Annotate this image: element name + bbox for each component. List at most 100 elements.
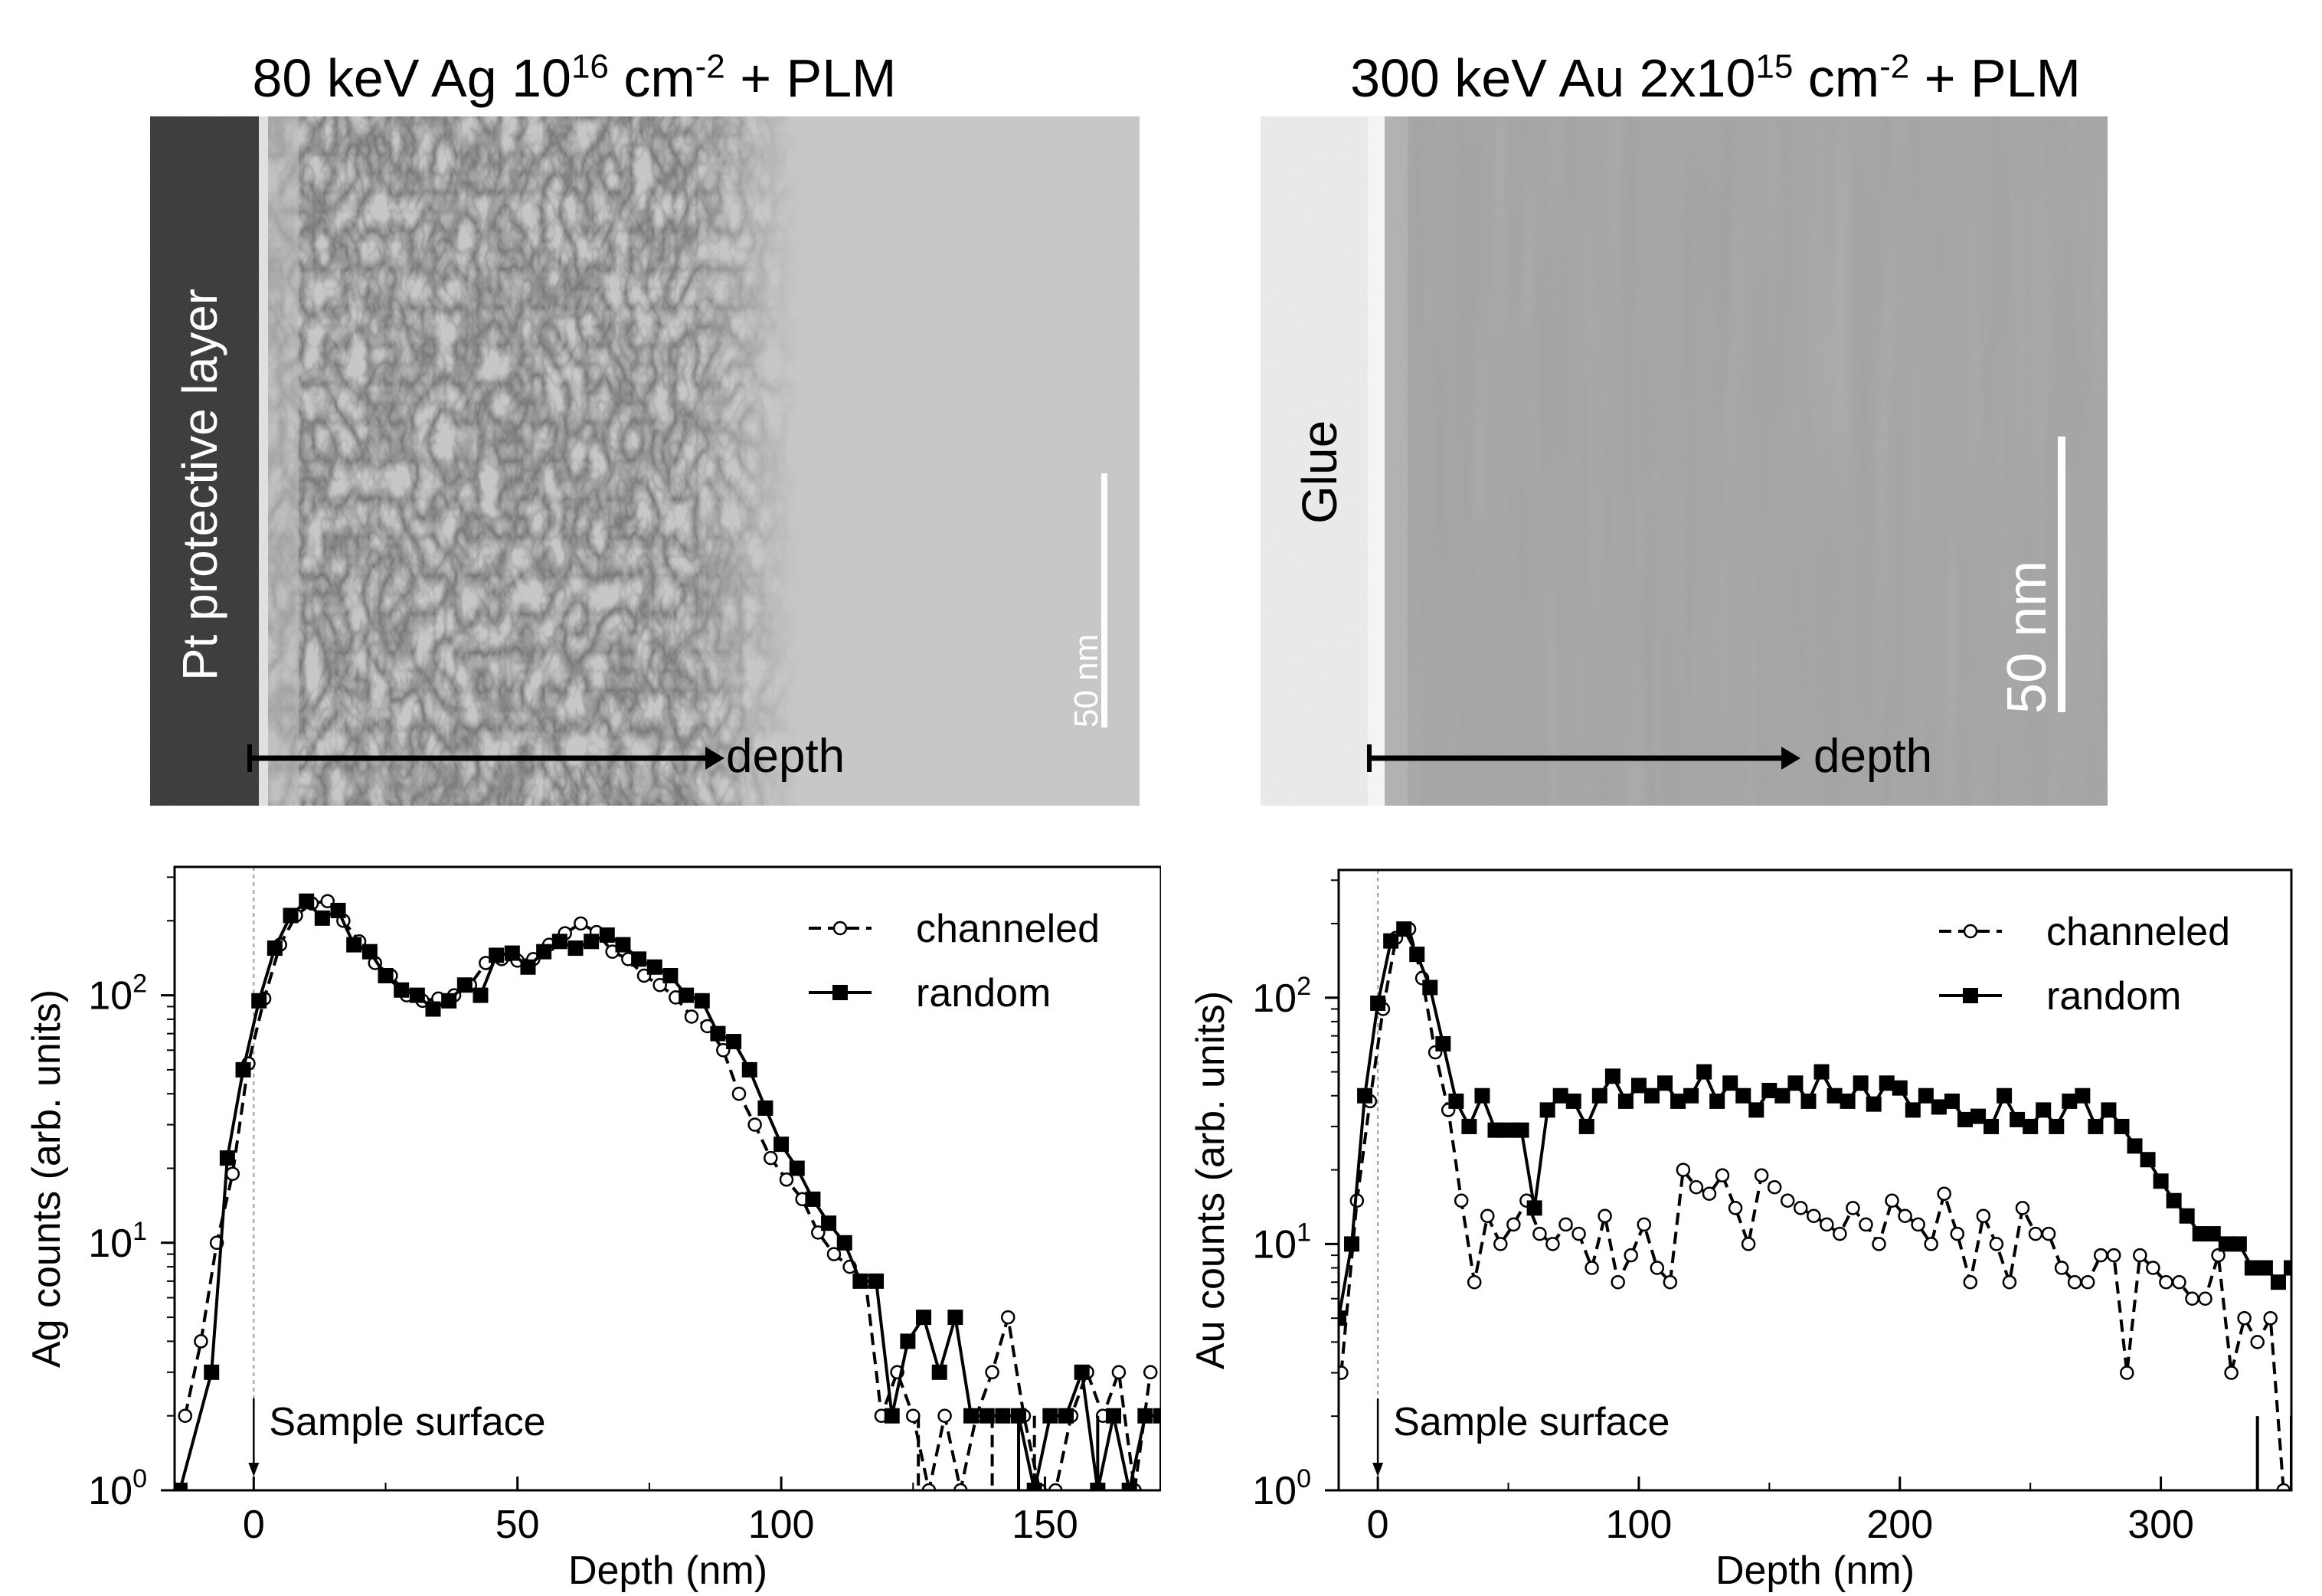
au-channeled-point xyxy=(1846,1201,1860,1215)
left-tem-micrograph: Pt protective layer 50 nm depth xyxy=(150,116,1140,806)
ag-random-point xyxy=(283,908,299,924)
au-random-point xyxy=(1435,1035,1451,1051)
au-channeled-point xyxy=(1598,1208,1612,1223)
au-random-point xyxy=(2153,1173,2169,1189)
ag-random-point xyxy=(409,987,425,1003)
ag-channeled-point xyxy=(574,916,588,931)
au-channeled-point xyxy=(2250,1335,2265,1349)
ag-plot-frame xyxy=(173,865,1161,1492)
ag-random-point xyxy=(1106,1408,1122,1424)
au-channeled-point xyxy=(2080,1274,2095,1290)
ag-y-tick-label: 102 xyxy=(88,970,147,1019)
au-x-axis-title: Depth (nm) xyxy=(1715,1549,1915,1593)
ag-y-tick-label: 100 xyxy=(88,1464,147,1513)
au-random-point xyxy=(1696,1064,1712,1080)
au-random-point xyxy=(1683,1087,1699,1104)
ag-random-point xyxy=(346,937,362,953)
au-channeled-point xyxy=(1558,1217,1573,1232)
left-depth-arrow xyxy=(247,744,724,772)
ag-legend-label-channeled: channeled xyxy=(916,907,1100,951)
au-channeled-point xyxy=(2276,1483,2291,1490)
au-random-point xyxy=(1892,1080,1908,1096)
au-random-point xyxy=(1339,1310,1346,1326)
au-channeled-point xyxy=(1989,1237,2004,1251)
au-random-point xyxy=(2114,1118,2130,1134)
ag-channeled-point xyxy=(826,1247,842,1261)
ag-series-group xyxy=(175,893,1161,1490)
au-random-point xyxy=(1604,1068,1620,1084)
au-channeled-point xyxy=(1611,1274,1625,1290)
left-depth-label: depth xyxy=(726,730,845,783)
au-x-tick-label: 300 xyxy=(2127,1503,2194,1547)
ag-random-point xyxy=(1058,1408,1074,1424)
au-channeled-point xyxy=(1624,1248,1638,1263)
au-channeled-point xyxy=(2120,1365,2134,1380)
au-random-point xyxy=(1840,1093,1856,1109)
ag-random-point xyxy=(805,1191,821,1207)
ag-random-point xyxy=(631,951,647,967)
au-channeled-point xyxy=(1780,1193,1795,1208)
au-channeled-point xyxy=(1807,1208,1821,1223)
au-random-point xyxy=(2284,1260,2291,1276)
ag-random-point xyxy=(520,959,536,975)
au-random-point xyxy=(1474,1087,1490,1104)
au-random-point xyxy=(1931,1099,1947,1115)
ag-random-point xyxy=(868,1273,885,1289)
au-channeled-point xyxy=(1650,1261,1665,1275)
ag-channeled-point xyxy=(178,1408,193,1423)
ag-x-tick-label: 100 xyxy=(748,1503,815,1547)
au-random-point xyxy=(1487,1122,1503,1138)
au-channeled-point xyxy=(2263,1310,2278,1326)
au-random-point xyxy=(2244,1260,2260,1276)
au-channeled-point xyxy=(1493,1237,1508,1251)
ag-random-point xyxy=(378,967,394,983)
au-random-point xyxy=(2010,1111,2026,1127)
ag-random-point xyxy=(726,1034,742,1050)
au-channeled-point xyxy=(1754,1168,1769,1182)
au-random-point xyxy=(1853,1075,1869,1091)
au-channeled-point xyxy=(1833,1226,1847,1241)
au-y-tick-label: 101 xyxy=(1252,1218,1311,1267)
au-channeled-point xyxy=(1339,1365,1349,1380)
au-channeled-point xyxy=(1911,1217,1925,1232)
au-random-point xyxy=(1670,1093,1686,1109)
au-random-point xyxy=(1539,1102,1555,1118)
au-x-tick-label: 0 xyxy=(1367,1503,1389,1547)
au-random-point xyxy=(1552,1087,1568,1104)
ag-random-point xyxy=(204,1364,220,1380)
au-y-tick-label: 100 xyxy=(1252,1464,1311,1513)
au-random-point xyxy=(2140,1152,2156,1168)
au-plot-frame xyxy=(1337,868,2293,1492)
au-channeled-point xyxy=(1820,1217,1834,1232)
ag-random-point xyxy=(235,1061,251,1078)
au-random-point xyxy=(1591,1087,1607,1104)
au-random-point xyxy=(2127,1138,2143,1154)
ag-random-point xyxy=(489,947,505,963)
ag-channeled-point xyxy=(953,1483,968,1490)
ag-random-point xyxy=(947,1310,963,1326)
au-random-point xyxy=(1970,1108,1987,1124)
au-channeled-point xyxy=(1859,1217,1873,1232)
ag-random-point xyxy=(361,944,378,960)
ag-random-point xyxy=(679,987,695,1003)
au-random-point xyxy=(2218,1236,2234,1252)
ag-random-point xyxy=(251,993,267,1009)
ag-random-point xyxy=(567,940,584,957)
ag-random-point xyxy=(741,1061,757,1078)
au-channeled-point xyxy=(2185,1291,2199,1306)
au-channeled-point xyxy=(2093,1248,2108,1263)
au-random-point xyxy=(1774,1087,1791,1104)
au-random-point xyxy=(2179,1208,2195,1224)
ag-random-point xyxy=(1090,1483,1106,1490)
au-random-point xyxy=(1500,1122,1516,1138)
ag-x-axis-title: Depth (nm) xyxy=(568,1549,767,1593)
au-channeled-point xyxy=(1532,1226,1547,1241)
ag-channeled-point xyxy=(906,1408,921,1423)
au-legend-label-random: random xyxy=(2046,974,2181,1019)
ag-channeled-point xyxy=(1111,1365,1127,1380)
au-y-axis-title: Au counts (arb. units) xyxy=(1189,991,1233,1369)
au-channeled-point xyxy=(2146,1261,2160,1275)
ag-channeled-point xyxy=(684,1009,699,1024)
au-random-point xyxy=(1617,1093,1634,1109)
au-channeled-point xyxy=(1454,1193,1469,1208)
